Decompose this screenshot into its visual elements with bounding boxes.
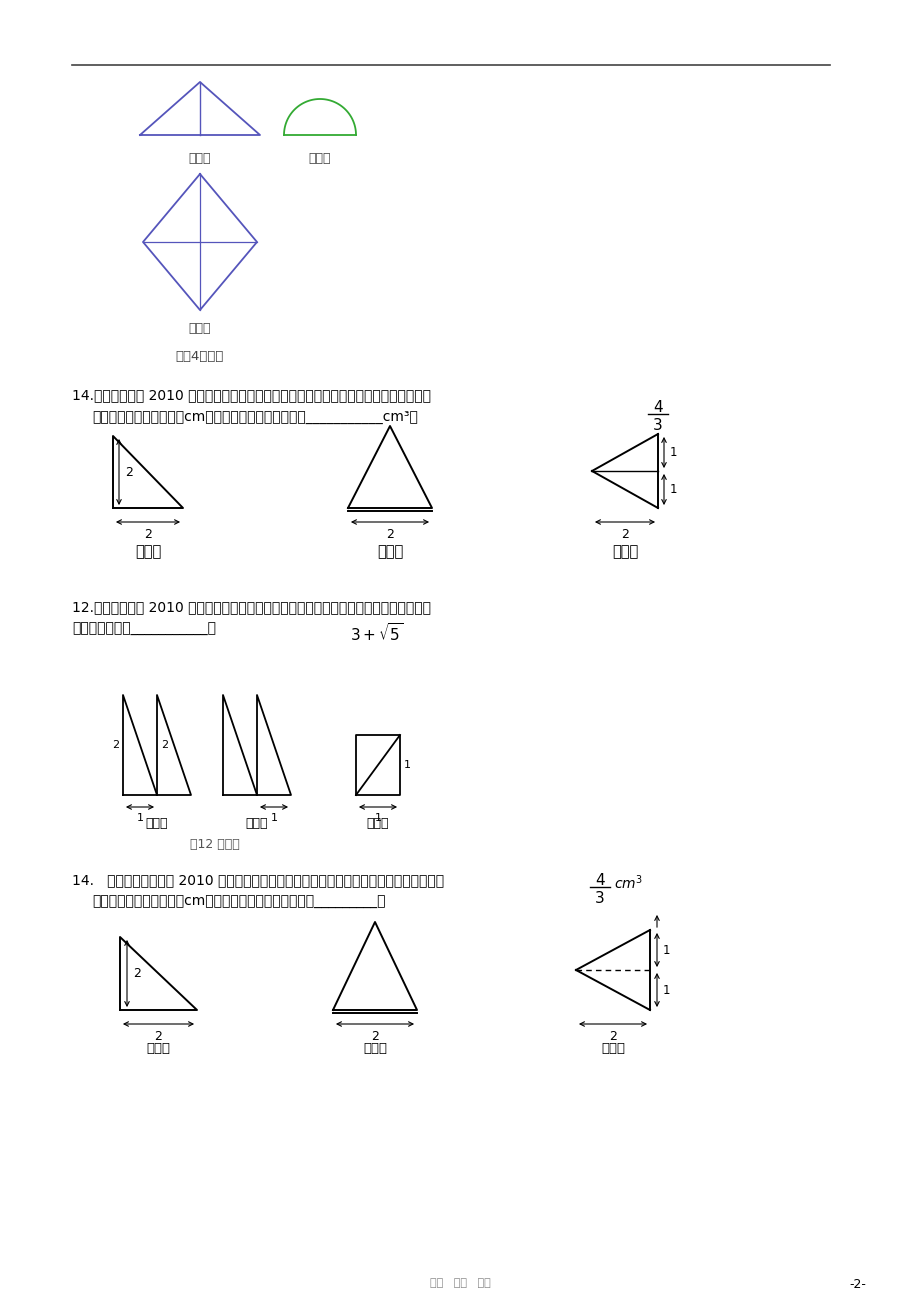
Text: 正视图: 正视图 — [188, 152, 211, 165]
Text: 1: 1 — [136, 812, 143, 823]
Text: 14.   （天津市天津一中 2010 届高三第四次月考理科）已知某个几何体的三视图如下，根据: 14. （天津市天津一中 2010 届高三第四次月考理科）已知某个几何体的三视图… — [72, 874, 444, 887]
Text: 2: 2 — [386, 529, 393, 542]
Text: 1: 1 — [663, 944, 670, 957]
Text: 3: 3 — [652, 418, 663, 434]
Text: 1: 1 — [663, 983, 670, 996]
Text: 正视图: 正视图 — [145, 816, 168, 829]
Text: 4: 4 — [652, 400, 662, 415]
Text: 图中标出的尺寸（单位：cm），则这个几何体的体积是___________cm³．: 图中标出的尺寸（单位：cm），则这个几何体的体积是___________cm³． — [92, 410, 417, 424]
Text: 用心   爱心   专心: 用心 爱心 专心 — [429, 1279, 490, 1288]
Text: 2: 2 — [133, 967, 141, 980]
Text: 俯视图: 俯视图 — [611, 544, 638, 559]
Text: 2: 2 — [620, 529, 629, 542]
Text: 俯视图: 俯视图 — [600, 1042, 624, 1055]
Text: 2: 2 — [112, 740, 119, 750]
Text: 正视图: 正视图 — [146, 1042, 170, 1055]
Text: 1: 1 — [669, 447, 676, 460]
Text: 1: 1 — [669, 483, 676, 496]
Text: 12.（天津市六校 2010 届高三第三次联考文科）已知某几何体的三视图如图所示，则该几: 12.（天津市六校 2010 届高三第三次联考文科）已知某几何体的三视图如图所示… — [72, 600, 430, 615]
Text: 3: 3 — [595, 891, 604, 906]
Text: 14.（天津市六校 2010 届高三第三次联考理科）已知某个几何体的三视图如图所示，根据: 14.（天津市六校 2010 届高三第三次联考理科）已知某个几何体的三视图如图所… — [72, 388, 430, 402]
Text: 侧视图: 侧视图 — [245, 816, 268, 829]
Text: 4: 4 — [595, 874, 604, 888]
Text: $cm^3$: $cm^3$ — [613, 874, 642, 892]
Text: 侧视图: 侧视图 — [309, 152, 331, 165]
Text: 1: 1 — [374, 812, 381, 823]
Text: 侧视图: 侧视图 — [377, 544, 403, 559]
Text: 何体的表面积为___________．: 何体的表面积为___________． — [72, 622, 216, 635]
Text: 2: 2 — [608, 1030, 617, 1043]
Text: 2: 2 — [144, 529, 152, 542]
Text: （第4题图）: （第4题图） — [176, 350, 224, 363]
Text: （12 题图）: （12 题图） — [190, 838, 240, 852]
Text: 图中标出的尺寸（单位：cm），可得这个几何体的体积是_________．: 图中标出的尺寸（单位：cm），可得这个几何体的体积是_________． — [92, 894, 385, 909]
Text: 正视图: 正视图 — [135, 544, 161, 559]
Text: 1: 1 — [403, 760, 411, 769]
Text: $3+\sqrt{5}$: $3+\sqrt{5}$ — [349, 622, 403, 644]
Text: 2: 2 — [125, 466, 132, 479]
Text: 俯视图: 俯视图 — [367, 816, 389, 829]
Text: 2: 2 — [154, 1030, 163, 1043]
Text: 2: 2 — [161, 740, 168, 750]
Text: 俯视图: 俯视图 — [188, 322, 211, 335]
Text: 2: 2 — [370, 1030, 379, 1043]
Text: -2-: -2- — [848, 1279, 866, 1292]
Text: 1: 1 — [270, 812, 278, 823]
Text: 左视图: 左视图 — [363, 1042, 387, 1055]
